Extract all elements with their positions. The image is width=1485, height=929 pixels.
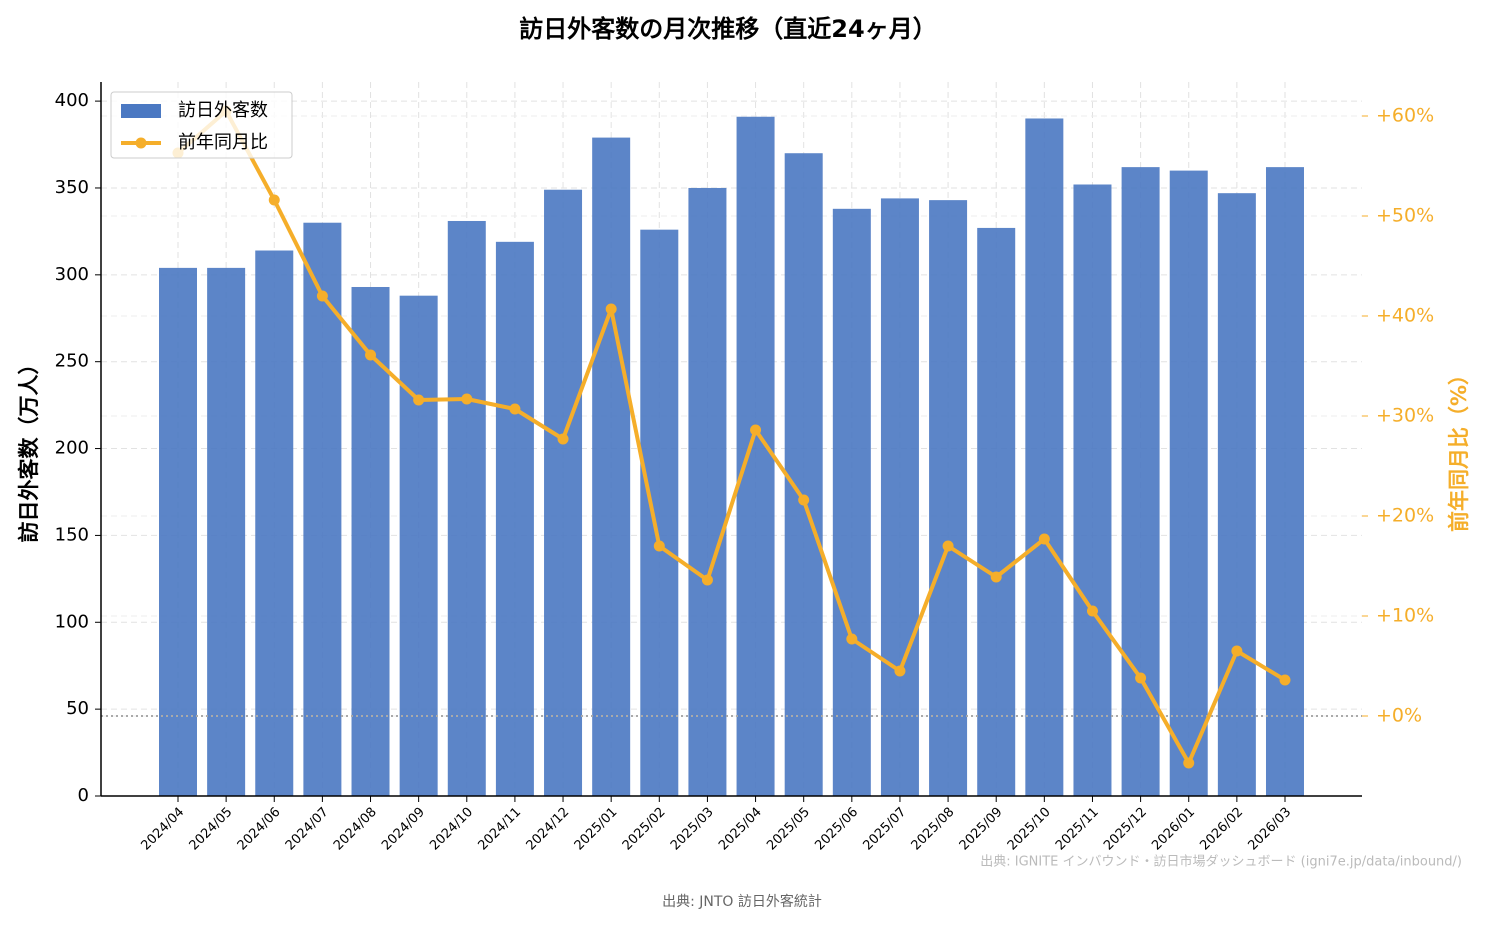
bar [688, 187, 727, 796]
bar [544, 189, 583, 797]
y-tick-label: 350 [55, 177, 89, 198]
x-tick-label: 2026/03 [1245, 805, 1294, 854]
y-tick-label: 50 [66, 698, 89, 719]
x-tick-label: 2025/05 [764, 805, 813, 854]
y2-axis-label: 前年同月比（%） [1447, 364, 1471, 532]
bar [1025, 118, 1064, 796]
y2-tick-label: +30% [1376, 405, 1434, 427]
bar [640, 229, 679, 796]
y-tick-label: 250 [55, 351, 89, 372]
x-tick-label: 2025/01 [572, 805, 621, 854]
point [701, 574, 713, 586]
y2-tick-label: +50% [1376, 205, 1434, 227]
x-tick-label: 2024/11 [475, 805, 524, 854]
point [1135, 672, 1147, 684]
bar [929, 200, 968, 796]
point [798, 494, 810, 506]
y-tick-label: 300 [55, 264, 89, 285]
x-tick-label: 2025/04 [716, 805, 765, 854]
chart-title: 訪日外客数の月次推移（直近24ヶ月） [519, 15, 936, 43]
x-tick-label: 2024/12 [524, 805, 573, 854]
point [1279, 674, 1291, 686]
point [316, 290, 328, 302]
x-tick-label: 2024/05 [187, 805, 236, 854]
bar [495, 241, 534, 796]
line [176, 109, 1287, 765]
point [750, 424, 762, 436]
point [509, 403, 521, 415]
x-tick-label: 2025/11 [1053, 805, 1102, 854]
x-tick-label: 2025/09 [957, 805, 1006, 854]
x-tick-label: 2026/02 [1197, 805, 1246, 854]
x-tick-label: 2025/10 [1005, 805, 1054, 854]
y2-tick-label: +60% [1376, 105, 1434, 127]
bar [592, 137, 631, 796]
y-tick-label: 100 [55, 611, 89, 632]
x-tick-label: 2024/04 [139, 805, 188, 854]
bar [1217, 193, 1256, 796]
legend-label: 前年同月比 [178, 132, 268, 153]
y2-tick-label: +20% [1376, 505, 1434, 527]
bar [736, 116, 775, 797]
bar [399, 295, 438, 796]
bar [1265, 167, 1304, 796]
x-tick-label: 2025/08 [909, 805, 958, 854]
point [942, 540, 954, 552]
point [268, 194, 280, 206]
y2-tick-label: +0% [1376, 705, 1422, 727]
bar [977, 227, 1016, 796]
point [365, 349, 377, 361]
bar [1073, 184, 1112, 797]
y2-tick-label: +40% [1376, 305, 1434, 327]
bar [880, 198, 919, 796]
source: 出典: JNTO 訪日外客統計 [662, 893, 822, 910]
point [846, 633, 858, 645]
y2-tick-label: +10% [1376, 605, 1434, 627]
legend-label: 訪日外客数 [178, 100, 268, 121]
x-tick-label: 2024/06 [235, 805, 284, 854]
x-tick-label: 2025/07 [860, 805, 909, 854]
point [1038, 533, 1050, 545]
point [1183, 757, 1195, 769]
point [990, 571, 1002, 583]
bar [447, 220, 486, 797]
x-tick-label: 2024/08 [331, 805, 380, 854]
point [413, 394, 425, 406]
point [894, 665, 906, 677]
point [1231, 645, 1243, 657]
bar [1121, 167, 1160, 796]
point [605, 303, 617, 315]
bar [351, 286, 390, 796]
point [557, 433, 569, 445]
x-tick-label: 2024/10 [427, 805, 476, 854]
x-tick-label: 2024/09 [379, 805, 428, 854]
bar [303, 222, 342, 796]
x-tick-label: 2026/01 [1149, 805, 1198, 854]
legend-swatch [121, 104, 161, 118]
bar [207, 267, 246, 797]
bar [1169, 170, 1208, 797]
x-tick-label: 2025/06 [812, 805, 861, 854]
legend-swatch [135, 137, 147, 149]
x-tick-label: 2025/12 [1101, 805, 1150, 854]
y-tick-label: 200 [55, 438, 89, 459]
point [461, 393, 473, 405]
watermark: 出典: IGNITE インバウンド・訪日市場ダッシュボード (igni7e.jp… [980, 854, 1462, 870]
y-tick-label: 0 [78, 785, 89, 806]
y-axis-label: 訪日外客数（万人） [17, 354, 41, 543]
x-tick-label: 2025/03 [668, 805, 717, 854]
y-tick-label: 400 [55, 90, 89, 111]
bar [784, 153, 823, 797]
x-tick-label: 2025/02 [620, 805, 669, 854]
bar [832, 208, 871, 797]
x-tick-label: 2024/07 [283, 805, 332, 854]
bar [159, 267, 197, 797]
bar [255, 250, 294, 796]
point [1086, 605, 1098, 617]
point [653, 540, 665, 552]
y-tick-label: 150 [55, 524, 89, 545]
